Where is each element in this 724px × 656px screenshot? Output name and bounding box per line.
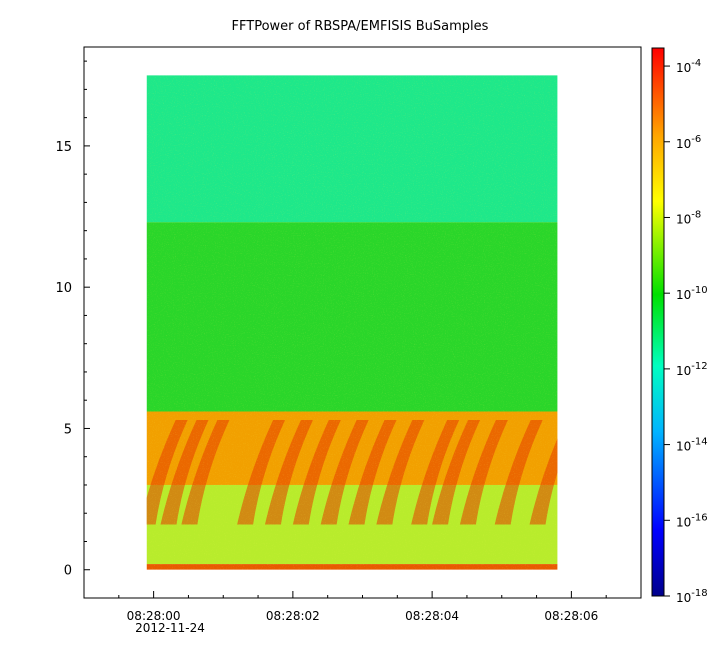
y-tick-label: 15: [55, 140, 72, 155]
heatmap-layer: [146, 75, 558, 570]
y-tick-label: 0: [64, 564, 72, 579]
colorbar-axis: 10-18 10-16 10-14 10-12 10-10 10-8 10-6 10-4: [664, 58, 708, 605]
colorbar: [651, 47, 665, 597]
noise-texture: [146, 75, 558, 570]
x-tick-label: 08:28:06: [544, 609, 598, 623]
colorbar-tick-label: 10-10: [676, 285, 708, 302]
colorbar-tick-label: 10-16: [676, 512, 708, 529]
colorbar-tick-label: 10-14: [676, 437, 708, 454]
x-tick-label: 08:28:04: [405, 609, 459, 623]
y-tick-label: 5: [64, 422, 72, 437]
y-tick-label: 10: [55, 281, 72, 296]
colorbar-tick-label: 10-18: [676, 588, 708, 605]
colorbar-tick-label: 10-4: [676, 58, 701, 75]
colorbar-tick-label: 10-8: [676, 209, 701, 226]
x-tick-label: 08:28:00: [127, 609, 181, 623]
colorbar-tick-label: 10-12: [676, 361, 708, 378]
colorbar-tick-label: 10-6: [676, 134, 701, 151]
x-tick-label: 08:28:02: [266, 609, 320, 623]
chart-title: FFTPower of RBSPA/EMFISIS BuSamples: [232, 19, 489, 34]
x-axis: 08:28:00 08:28:02 08:28:04 08:28:06: [83, 591, 642, 623]
y-axis: 0 5 10 15: [55, 60, 90, 599]
x-date-label: 2012-11-24: [135, 621, 205, 635]
